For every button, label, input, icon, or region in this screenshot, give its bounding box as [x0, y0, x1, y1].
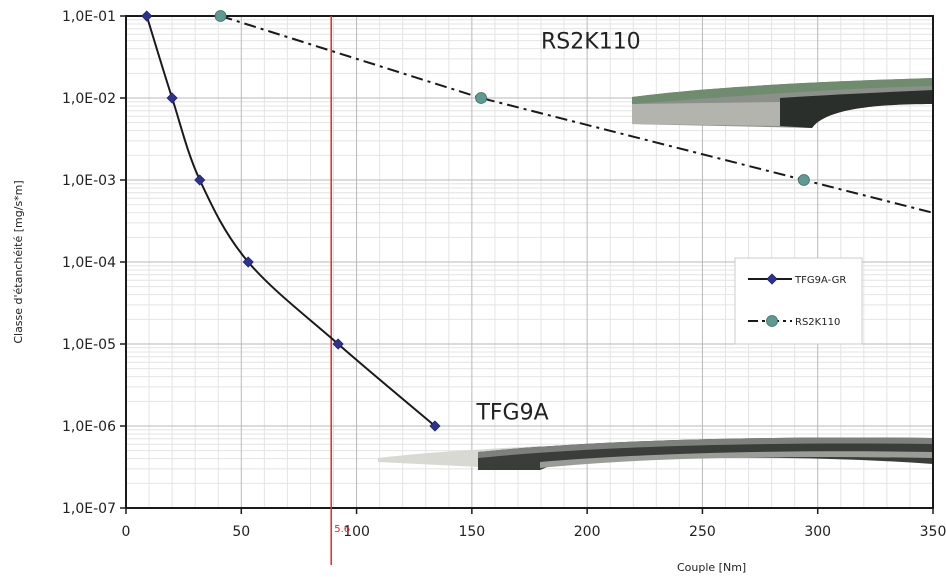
x-tick-label: 200	[574, 524, 601, 540]
y-axis-title: Classe d'étanchéité [mg/s*m]	[12, 180, 25, 343]
y-tick-labels: 1,0E-01 1,0E-02 1,0E-03 1,0E-04 1,0E-05 1,0E-…	[62, 9, 126, 517]
y-tick-label: 1,0E-02	[62, 91, 116, 107]
y-tick-label: 1,0E-05	[62, 337, 116, 353]
x-tick-label: 300	[804, 524, 831, 540]
x-tick-label: 0	[122, 524, 131, 540]
x-tick-labels: 0 50 100 150 200 250 300 350	[122, 508, 946, 540]
tfg9a-gr-point	[332, 338, 344, 350]
legend-label: RS2K110	[795, 317, 840, 328]
rs2k110-point	[214, 10, 227, 22]
series-markers	[141, 10, 810, 432]
x-tick-label: 50	[232, 524, 250, 540]
y-tick-label: 1,0E-07	[62, 501, 116, 517]
tfg9a-annotation: TFG9A	[475, 401, 548, 426]
x-tick-label: 150	[458, 524, 485, 540]
legend-label: TFG9A-GR	[794, 275, 846, 286]
x-tick-label: 350	[920, 524, 946, 540]
legend-box	[734, 257, 863, 345]
tfg9a-gr-point	[194, 174, 206, 186]
tfg9a-gr-point	[141, 10, 153, 22]
rs2k110-sample-image	[632, 78, 933, 128]
rs2k110-annotation: RS2K110	[541, 30, 641, 55]
rs2k110-point	[797, 174, 810, 186]
x-tick-label: 250	[689, 524, 716, 540]
tfg9a-gr-point	[166, 92, 178, 104]
y-tick-label: 1,0E-06	[62, 419, 116, 435]
reference-line-label: 5.6	[334, 524, 350, 535]
y-tick-label: 1,0E-04	[62, 255, 116, 271]
rs2k110-point	[475, 92, 487, 104]
series-line-rs2k110	[220, 15, 934, 214]
legend-marker-rs2k110	[766, 315, 778, 327]
tfg9a-gr-point	[242, 256, 254, 268]
y-tick-label: 1,0E-03	[62, 173, 116, 189]
x-tick-label: 100	[343, 524, 370, 540]
tfg9a-sample-image	[378, 437, 933, 470]
legend-marker-tfg9a-gr	[766, 273, 778, 285]
x-axis-title: Couple [Nm]	[677, 561, 746, 574]
y-tick-label: 1,0E-01	[62, 9, 116, 25]
annotations: RS2K110 TFG9A	[475, 30, 640, 426]
tfg9a-gr-point	[429, 420, 441, 432]
legend: TFG9A-GR RS2K110	[734, 257, 863, 345]
